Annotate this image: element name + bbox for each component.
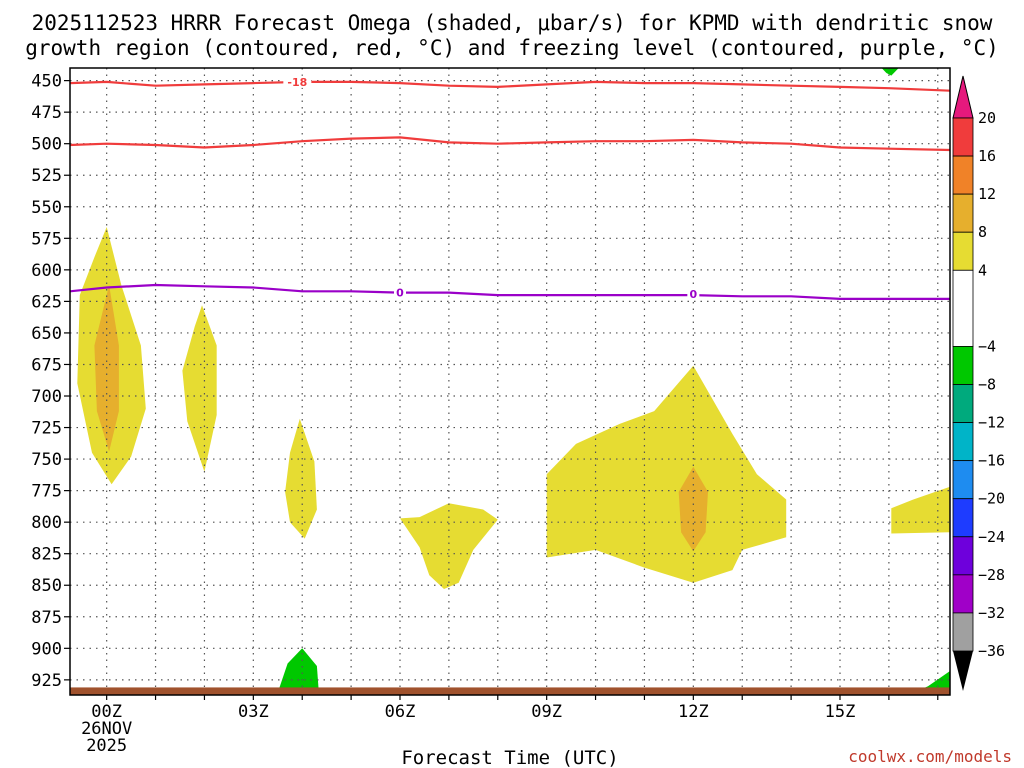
ytick-label-800: 800 — [31, 513, 62, 533]
colorbar-label--8: −8 — [978, 376, 996, 394]
website-credit: coolwx.com/models — [848, 747, 1012, 766]
colorbar: 20 16 12 8 4 −4 −8 −12 −16 −20 −24 −28 −32 −36 — [952, 75, 1005, 691]
ytick-label-700: 700 — [31, 387, 62, 407]
freezing-level-contour-label: 0 — [396, 287, 404, 300]
colorbar-bin-8-4 — [952, 231, 974, 271]
colorbar-label--36: −36 — [978, 642, 1005, 660]
freezing-level-contour-label-bg — [687, 287, 700, 300]
colorbar-bin--20--24 — [952, 498, 974, 538]
colorbar-label--16: −16 — [978, 452, 1005, 470]
colorbar-bin--28--32 — [952, 574, 974, 614]
omega-green-16z-top — [881, 68, 899, 76]
gridlines — [70, 68, 950, 695]
colorbar-label-20: 20 — [978, 109, 996, 127]
colorbar-label--12: −12 — [978, 414, 1005, 432]
freezing-level-contour — [70, 283, 950, 300]
colorbar-label--24: −24 — [978, 528, 1005, 546]
colorbar-label-4: 4 — [978, 261, 987, 279]
colorbar-bin-12-8 — [952, 193, 974, 233]
colorbar-label--4: −4 — [978, 337, 996, 355]
plot-area: -18 0 0 — [69, 67, 951, 696]
xtick-label-0-2: 2025 — [86, 736, 127, 756]
ytick-label-600: 600 — [31, 261, 62, 281]
ytick-label-450: 450 — [31, 72, 62, 92]
colorbar-label-8: 8 — [978, 223, 987, 241]
ytick-label-650: 650 — [31, 324, 62, 344]
colorbar-label-16: 16 — [978, 147, 996, 165]
colorbar-bin--12--16 — [952, 422, 974, 462]
colorbar-bin-4--4 — [952, 269, 974, 347]
ytick-label-475: 475 — [31, 103, 62, 123]
pressure-axis: 450 475 500 525 550 575 600 625 650 675 700 725 750 7… — [31, 72, 70, 691]
ytick-label-750: 750 — [31, 450, 62, 470]
ytick-label-550: 550 — [31, 198, 62, 218]
ytick-label-850: 850 — [31, 576, 62, 596]
xtick-label-9-0: 09Z — [531, 702, 562, 722]
colorbar-bin-20-16 — [952, 117, 974, 157]
ytick-label-775: 775 — [31, 482, 62, 502]
colorbar-top-arrow — [952, 75, 974, 119]
xtick-label-6-0: 06Z — [385, 702, 416, 722]
ytick-label-875: 875 — [31, 608, 62, 628]
colorbar-bin--16--20 — [952, 460, 974, 500]
xtick-label-0-0: 00Z — [91, 702, 122, 722]
omega-yellow-04z — [285, 418, 317, 539]
omega-shading-layer — [77, 68, 950, 695]
freezing-level-contour-label-bg — [394, 286, 406, 299]
omega-yellow-02z — [182, 305, 217, 472]
colorbar-bin--24--28 — [952, 536, 974, 576]
colorbar-label--32: −32 — [978, 604, 1005, 622]
colorbar-label-12: 12 — [978, 185, 996, 203]
colorbar-bin--32--36 — [952, 612, 974, 652]
ground-surface-bar — [70, 687, 950, 695]
omega-orange-12z — [678, 466, 708, 552]
ytick-label-925: 925 — [31, 671, 62, 691]
x-axis-label: Forecast Time (UTC) — [401, 747, 618, 768]
ytick-label-825: 825 — [31, 545, 62, 565]
ytick-label-725: 725 — [31, 419, 62, 439]
ytick-label-625: 625 — [31, 292, 62, 312]
colorbar-label--28: −28 — [978, 566, 1005, 584]
xtick-label-12-0: 12Z — [678, 702, 709, 722]
plot-frame — [69, 67, 951, 696]
minus-18-contour-label: -18 — [287, 76, 307, 89]
xtick-label-3-0: 03Z — [238, 702, 269, 722]
contour-layer: -18 0 0 — [70, 75, 950, 301]
omega-yellow-12z — [546, 365, 787, 583]
xtick-label-15-0: 15Z — [825, 702, 856, 722]
minus-12-contour — [70, 136, 950, 152]
ytick-label-525: 525 — [31, 166, 62, 186]
omega-green-04z — [277, 648, 320, 695]
ytick-label-575: 575 — [31, 229, 62, 249]
xtick-label-0-1: 26NOV — [81, 719, 132, 739]
colorbar-bin-16-12 — [952, 155, 974, 195]
colorbar-label--20: −20 — [978, 490, 1005, 508]
minus-18-contour-label-bg — [283, 75, 312, 88]
colorbar-bottom-arrow — [953, 651, 973, 691]
chart-title-line-2: growth region (contoured, red, °C) and f… — [25, 36, 999, 60]
omega-yellow-07z — [400, 503, 498, 589]
minus-18-contour — [70, 80, 950, 92]
ytick-label-675: 675 — [31, 355, 62, 375]
freezing-level-contour-label-2: 0 — [690, 288, 698, 301]
ytick-label-500: 500 — [31, 135, 62, 155]
colorbar-bin--4--8 — [952, 346, 974, 385]
colorbar-bin--8--12 — [952, 384, 974, 423]
ytick-label-900: 900 — [31, 639, 62, 659]
chart-title-line-1: 2025112523 HRRR Forecast Omega (shaded, … — [32, 11, 993, 35]
